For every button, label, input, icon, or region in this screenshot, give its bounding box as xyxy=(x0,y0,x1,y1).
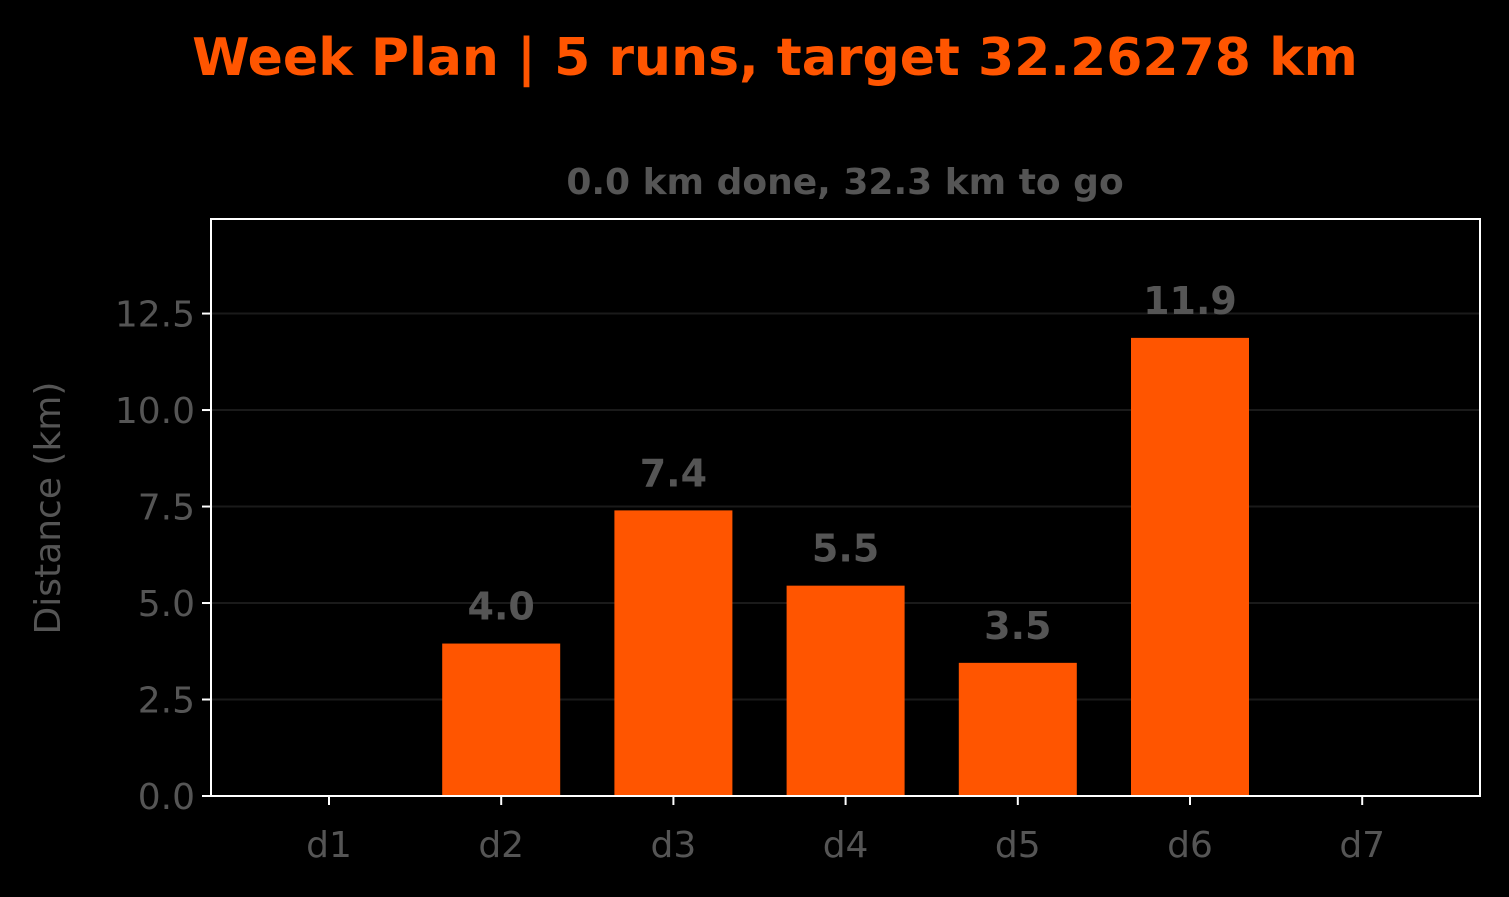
bar-d3 xyxy=(614,510,733,796)
y-tick-label: 5.0 xyxy=(138,584,195,625)
bar-d5 xyxy=(958,662,1077,796)
x-tick-label-d1: d1 xyxy=(306,825,352,866)
chart-title: Week Plan | 5 runs, target 32.26278 km xyxy=(192,28,1358,88)
bars xyxy=(442,337,1249,796)
data-label-d2: 4.0 xyxy=(468,585,535,629)
y-tick-label: 2.5 xyxy=(138,681,195,722)
data-label-d6: 11.9 xyxy=(1143,279,1237,323)
y-tick-label: 12.5 xyxy=(115,295,195,336)
bar-d2 xyxy=(442,643,561,796)
bar-d4 xyxy=(786,585,905,796)
x-tick-label-d6: d6 xyxy=(1167,825,1213,866)
x-tick-label-d4: d4 xyxy=(823,825,869,866)
y-tick-label: 0.0 xyxy=(138,777,195,818)
y-axis-label: Distance (km) xyxy=(28,382,69,635)
x-tick-label-d2: d2 xyxy=(478,825,524,866)
data-labels: 4.0 7.4 5.5 3.5 11.9 xyxy=(468,279,1237,648)
y-tick-label: 10.0 xyxy=(115,391,195,432)
plot-frame xyxy=(210,218,1481,797)
data-label-d4: 5.5 xyxy=(812,527,879,571)
x-tick-label-d3: d3 xyxy=(651,825,697,866)
y-tick-label: 7.5 xyxy=(138,488,195,529)
data-label-d5: 3.5 xyxy=(984,604,1051,648)
x-axis-ticks: d1 d2 d3 d4 d5 d6 d7 xyxy=(306,796,1385,866)
x-tick-label-d5: d5 xyxy=(995,825,1041,866)
x-tick-label-d7: d7 xyxy=(1339,825,1385,866)
chart-subtitle: 0.0 km done, 32.3 km to go xyxy=(566,162,1123,203)
data-label-d3: 7.4 xyxy=(640,451,707,495)
y-axis-ticks: 0.0 2.5 5.0 7.5 10.0 12.5 xyxy=(115,295,211,818)
bar-d6 xyxy=(1131,337,1249,796)
